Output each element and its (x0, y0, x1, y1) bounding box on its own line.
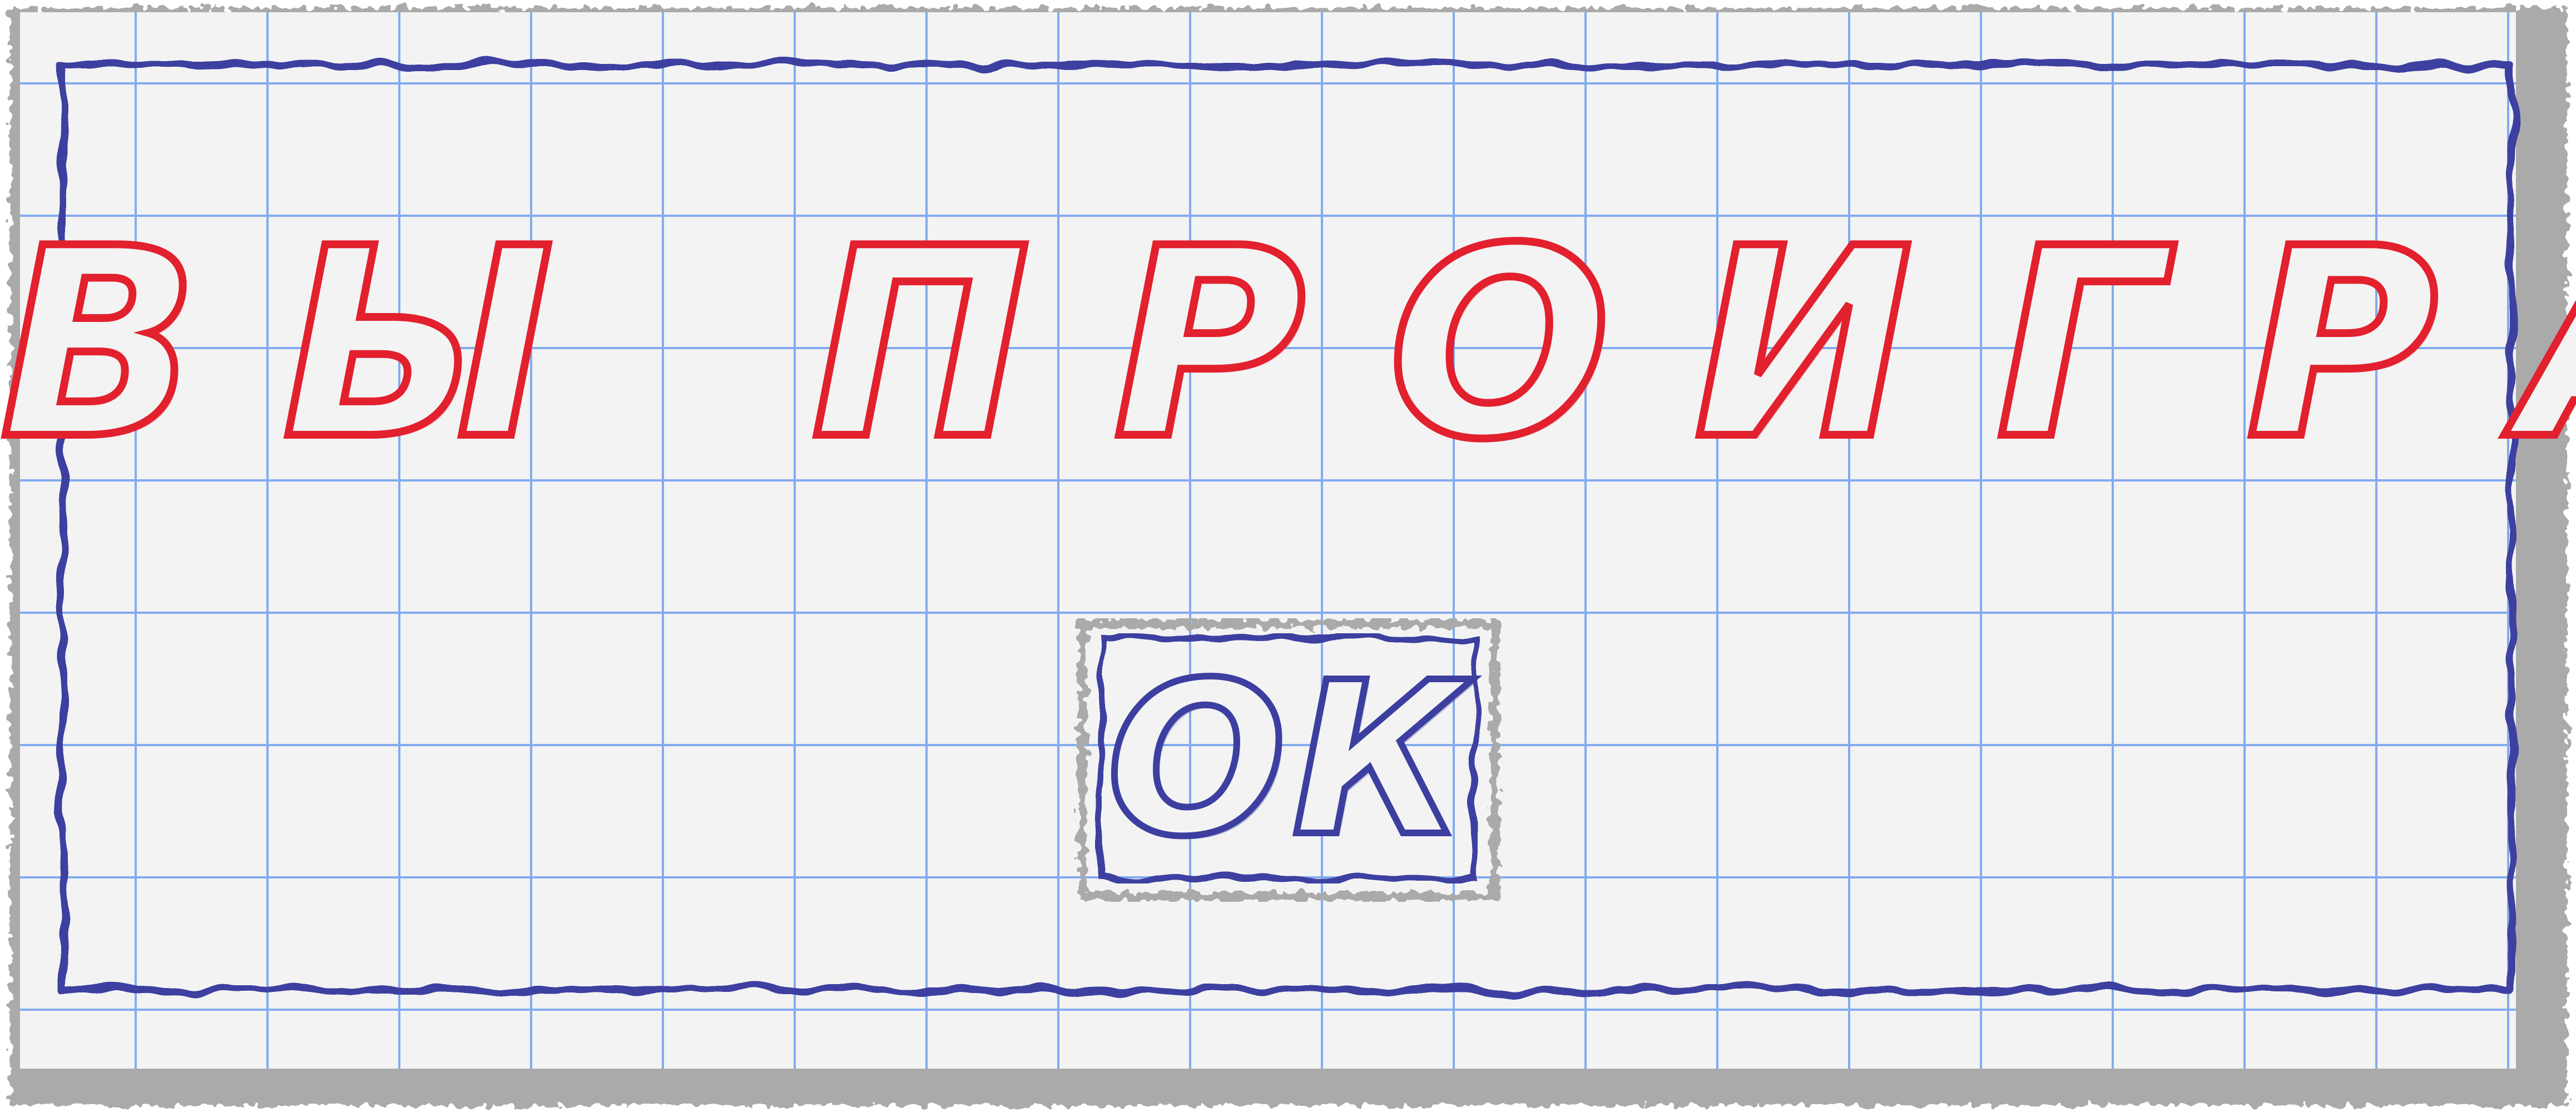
paper-sheet (20, 12, 2516, 1069)
game-over-title: ВЫ ПРОИГРАЛИ (0, 200, 2576, 489)
ok-button[interactable]: ОК (1082, 624, 1495, 896)
ok-button-label: ОК (1082, 624, 1495, 896)
